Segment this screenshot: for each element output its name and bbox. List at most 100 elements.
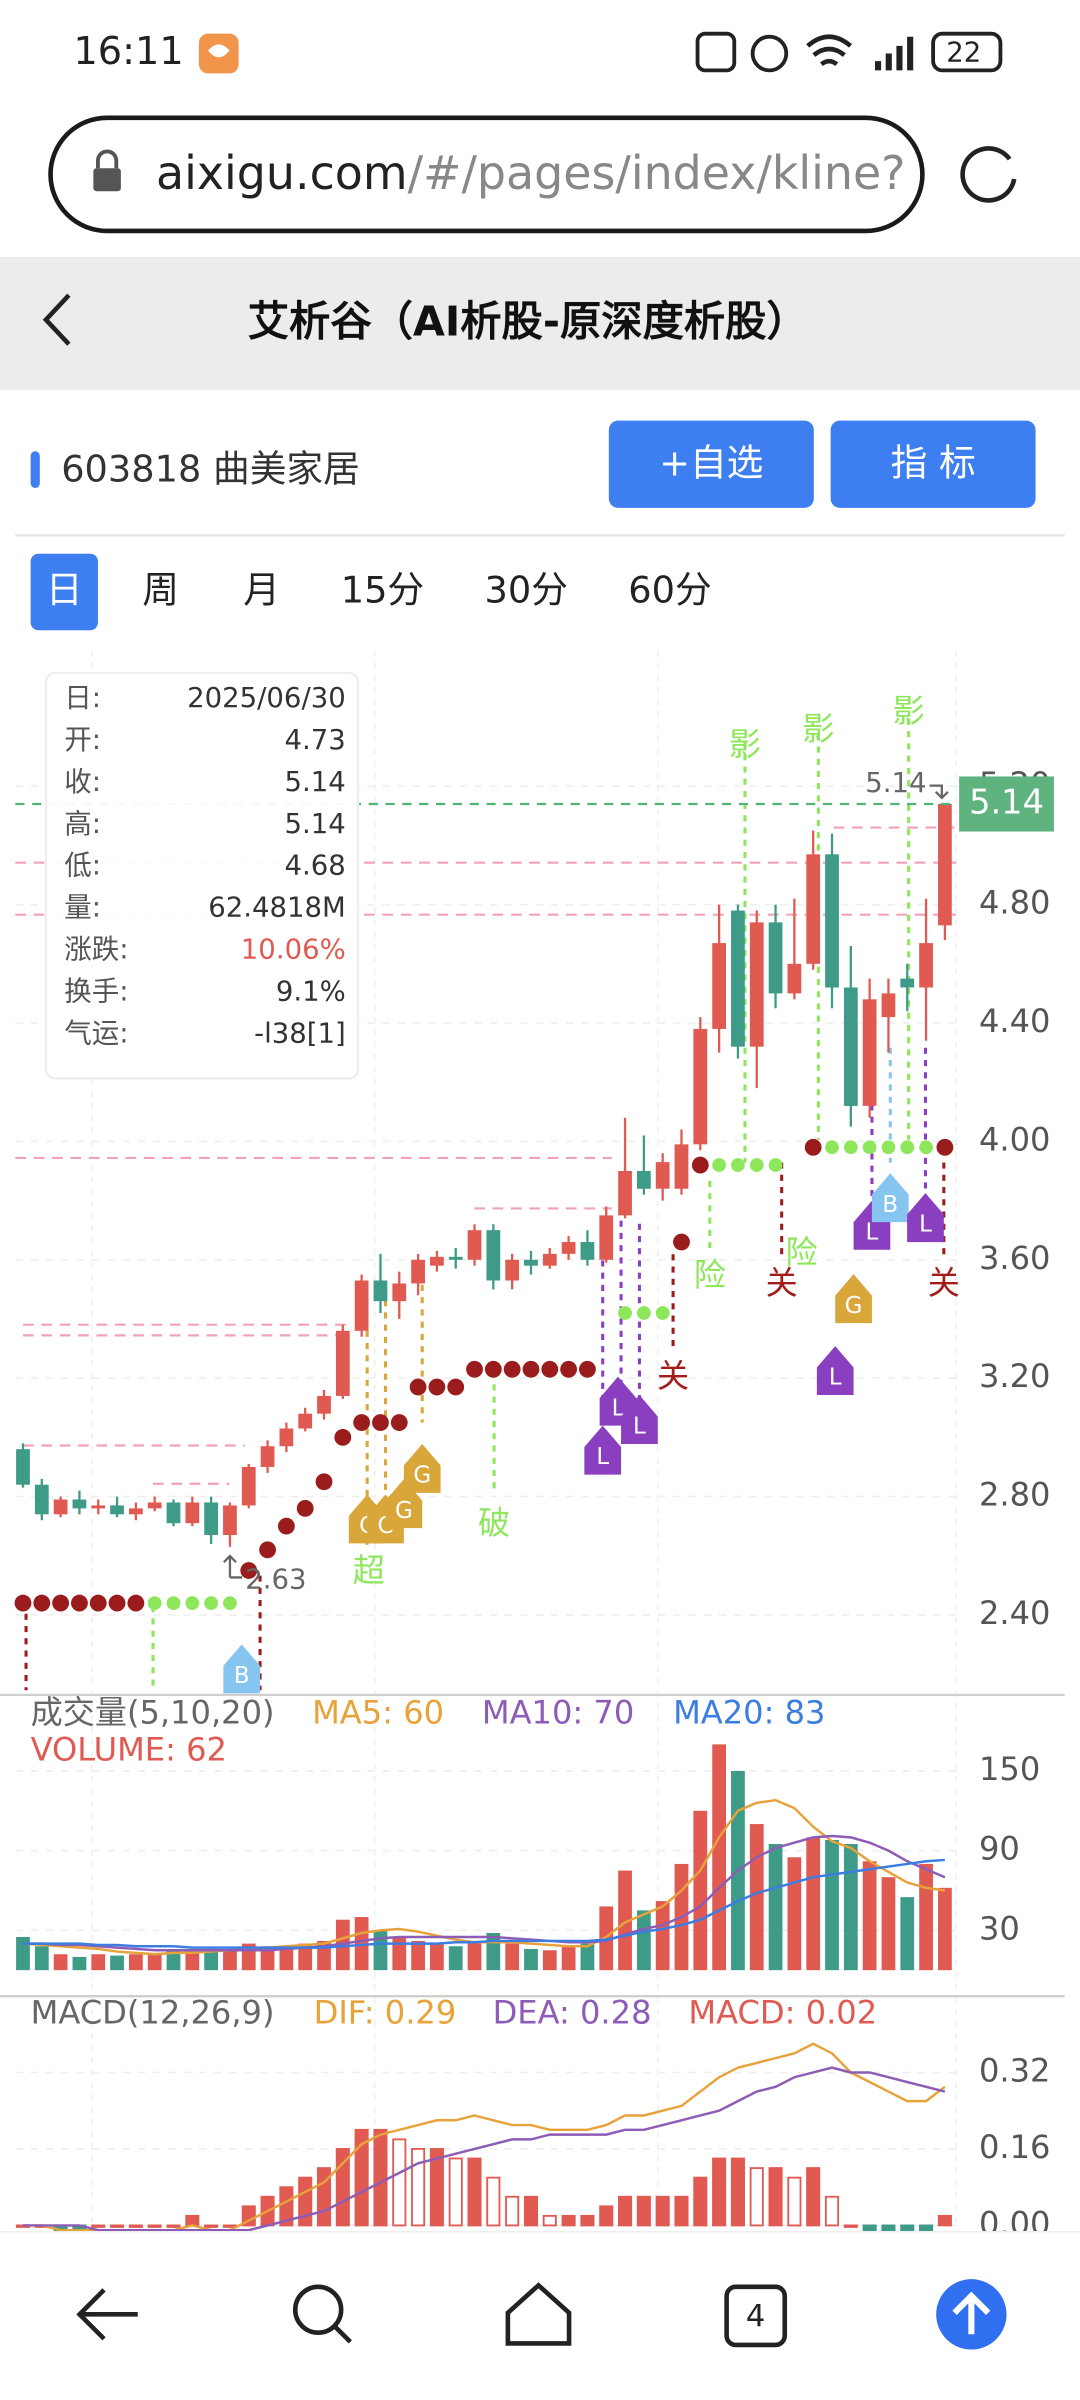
volume-bar bbox=[806, 1837, 821, 1971]
volume-bar bbox=[392, 1936, 407, 1971]
trail-dot bbox=[579, 1360, 596, 1378]
nav-tabs[interactable]: 4 bbox=[724, 2284, 788, 2348]
url-bar[interactable]: aixigu.com/#/pages/index/kline? bbox=[48, 115, 925, 234]
nav-home[interactable] bbox=[505, 2282, 572, 2346]
macd-bar bbox=[599, 2205, 614, 2227]
panel-title: 成交量(5,10,20) bbox=[31, 1694, 275, 1732]
tooltip-label: 低: bbox=[64, 850, 101, 882]
candle-body bbox=[881, 993, 896, 1018]
add-watchlist-button[interactable]: +自选 bbox=[608, 420, 814, 508]
nav-search[interactable] bbox=[292, 2284, 352, 2344]
period-tab[interactable]: 30分 bbox=[485, 568, 568, 611]
volume-bar bbox=[900, 1897, 915, 1971]
candle-body bbox=[430, 1256, 444, 1266]
period-tabs: 日 周 月 15分 30分 60分 bbox=[30, 553, 712, 631]
volume-bar bbox=[843, 1843, 858, 1971]
search-glass[interactable] bbox=[292, 2284, 344, 2335]
candle-body bbox=[53, 1499, 68, 1515]
macd-bar bbox=[486, 2176, 501, 2227]
volume-bar bbox=[204, 1948, 219, 1971]
trail-dot bbox=[166, 1596, 181, 1610]
macd-bar bbox=[712, 2157, 727, 2227]
tabs-box[interactable] bbox=[724, 2284, 788, 2348]
volume-bar bbox=[938, 1887, 952, 1971]
volume-bar bbox=[467, 1940, 482, 1971]
macd-bar bbox=[655, 2195, 670, 2227]
volume-bar bbox=[881, 1877, 896, 1971]
period-tab[interactable]: 60分 bbox=[628, 568, 711, 611]
alarm-icon bbox=[750, 34, 789, 73]
nav-back[interactable] bbox=[76, 2288, 138, 2341]
trail-dot bbox=[334, 1428, 352, 1446]
tab-count[interactable]: 4 bbox=[746, 2299, 765, 2334]
tooltip-label: 高: bbox=[64, 808, 101, 840]
candle-body bbox=[110, 1505, 124, 1515]
y-tick-label: 0.16 bbox=[979, 2128, 1051, 2166]
active-tab-bg[interactable] bbox=[30, 553, 98, 631]
trail-dot bbox=[655, 1306, 670, 1320]
trail-dot bbox=[712, 1158, 727, 1172]
trail-dot bbox=[428, 1378, 446, 1396]
macd-bar bbox=[843, 2224, 858, 2228]
candle-body bbox=[712, 943, 727, 1029]
candle-body bbox=[16, 1449, 30, 1485]
trail-dot bbox=[447, 1378, 465, 1396]
volume-bar bbox=[524, 1948, 538, 1971]
trail-dot bbox=[825, 1140, 839, 1155]
badge-label: L bbox=[612, 1395, 625, 1421]
legend-entry: MA10: 70 bbox=[482, 1694, 634, 1732]
signal-label: 影 bbox=[729, 725, 761, 763]
candle-body bbox=[938, 803, 952, 926]
button-label[interactable]: +自选 bbox=[659, 442, 763, 485]
badge-shape bbox=[223, 1644, 261, 1694]
badge-shape bbox=[907, 1193, 944, 1243]
signal-label: 超 bbox=[353, 1551, 385, 1589]
button-bg[interactable] bbox=[830, 420, 1036, 508]
trail-dot bbox=[522, 1360, 540, 1378]
candle-body bbox=[467, 1230, 482, 1260]
button-bg[interactable] bbox=[608, 420, 814, 508]
macd-bar bbox=[241, 2205, 256, 2227]
reload-button[interactable] bbox=[960, 146, 1017, 203]
volume-bar bbox=[110, 1955, 124, 1971]
high-label: 5.14 bbox=[865, 767, 926, 799]
candle-body bbox=[674, 1144, 689, 1189]
upload-arrow[interactable] bbox=[952, 2291, 991, 2335]
url-host: aixigu.com bbox=[156, 145, 408, 199]
indicator-button[interactable]: 指 标 bbox=[830, 420, 1036, 508]
last-price-tag bbox=[959, 776, 1054, 832]
period-tab[interactable]: 15分 bbox=[341, 568, 424, 611]
nav-upload[interactable] bbox=[936, 2279, 1007, 2350]
candle-body bbox=[91, 1505, 106, 1509]
badge-shape bbox=[584, 1425, 622, 1475]
button-label[interactable]: 指 标 bbox=[891, 442, 976, 485]
legend-entry: MA20: 83 bbox=[673, 1694, 825, 1732]
badge-label: B bbox=[234, 1663, 250, 1689]
candle-body bbox=[166, 1502, 181, 1524]
app-icon-glyph bbox=[208, 44, 230, 58]
page-title: 艾析谷（AI析股-原深度析股） bbox=[248, 297, 808, 345]
search-handle[interactable] bbox=[333, 2324, 352, 2344]
period-tab[interactable]: 周 bbox=[142, 568, 179, 611]
trail-dot bbox=[862, 1140, 877, 1155]
back-button[interactable] bbox=[42, 293, 71, 346]
volume-bar bbox=[749, 1824, 764, 1971]
macd-bar bbox=[392, 2138, 407, 2227]
stock-name: 603818 曲美家居 bbox=[61, 448, 360, 491]
period-tab[interactable]: 月 bbox=[243, 568, 280, 611]
macd-bar bbox=[279, 2186, 294, 2227]
trail-dot bbox=[749, 1158, 764, 1172]
trail-dot bbox=[240, 1562, 258, 1579]
macd-bar bbox=[824, 2195, 840, 2227]
candle-body bbox=[298, 1413, 313, 1429]
candle-body bbox=[561, 1242, 576, 1254]
volume-bar bbox=[354, 1917, 369, 1971]
period-tab[interactable]: 日 bbox=[46, 568, 83, 611]
url-field[interactable] bbox=[48, 115, 925, 234]
badge-shape bbox=[621, 1395, 658, 1444]
trail-dot bbox=[223, 1596, 237, 1610]
tooltip-value: 5.14 bbox=[284, 808, 345, 840]
tooltip-label: 收: bbox=[64, 766, 101, 798]
trail-dot bbox=[147, 1596, 162, 1610]
